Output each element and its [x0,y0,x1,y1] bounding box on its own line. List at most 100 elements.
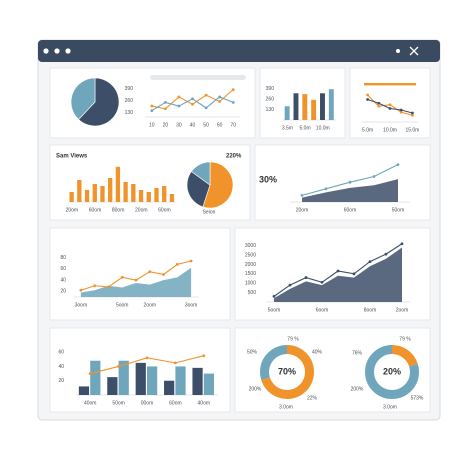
x-tick-label: 20 [163,122,169,128]
window-dot [54,48,60,54]
marker [88,372,92,375]
y-tick-label: 80 [60,255,66,261]
marker [396,163,400,167]
y-tick-label: 390 [125,86,134,92]
marker [231,101,235,104]
bar [203,373,215,395]
bar [154,188,159,202]
marker [163,107,167,111]
marker [320,280,324,284]
chart-title: Sam Views [56,154,88,160]
marker [388,107,392,110]
annotation: 76% [352,350,363,356]
x-tick-label: 2oom [144,302,157,308]
marker [272,294,276,298]
y-tick-label: 60 [58,349,64,355]
bar [192,367,203,395]
y-tick-label: 40 [58,364,64,370]
annotation: Seion [203,209,216,215]
bar [293,93,299,120]
annotation: 200% [351,386,364,392]
marker [202,354,206,358]
annotation: 200% [249,386,262,392]
x-tick-label: 60om [158,207,171,213]
bar [175,366,186,395]
y-tick-label: 60 [60,266,66,272]
x-tick-label: 80om [112,207,125,213]
marker [231,88,235,92]
marker [288,283,292,287]
x-tick-label: 60om [169,400,182,406]
x-tick-label: 50om [392,207,405,213]
x-tick-label: 40om [84,400,97,406]
x-tick-label: 60om [89,207,102,213]
x-tick-label: 40 [190,122,196,128]
marker [93,284,97,288]
marker [107,285,110,289]
x-tick-label: 10 [149,122,155,128]
marker [336,269,340,273]
y-tick-label: 260 [266,96,275,102]
x-tick-label: 3.5m [282,125,293,131]
bar [302,94,308,120]
marker [189,259,193,263]
marker [377,104,381,108]
annotation: 50% [247,349,258,355]
y-tick-label: 40 [60,277,66,283]
annotation: 22% [307,395,318,401]
marker [352,272,356,276]
marker [218,100,222,103]
window-button[interactable] [396,49,400,53]
title-bar [38,40,440,62]
x-tick-label: 50om [112,400,125,406]
marker [162,273,165,276]
marker [388,103,392,107]
x-tick-label: 3oom [185,302,198,308]
x-tick-label: 5.0m [300,125,311,131]
marker [174,361,177,365]
marker [150,109,154,113]
bar [169,194,175,202]
close-button[interactable] [409,46,419,56]
center-label: 20% [383,366,401,376]
marker [134,278,138,282]
y-tick-label: 130 [266,107,275,113]
marker [117,365,120,368]
bar [320,93,325,120]
x-tick-label: 6oom [316,307,329,313]
y-tick-label: 1500 [245,271,256,277]
y-tick-label: 20 [58,378,64,384]
marker [204,93,208,97]
donut-segment [365,345,419,399]
annotation: 30% [259,174,277,184]
x-tick-label: 70 [230,122,236,128]
chart-title: 220% [226,154,242,160]
bar [107,377,118,395]
bar [69,192,74,202]
y-tick-label: 1000 [245,281,256,287]
marker [177,95,181,99]
x-tick-label: 5.0m [362,127,373,133]
marker [175,262,179,266]
y-tick-label: 500 [248,290,257,296]
annotation: 40% [312,349,323,355]
bar [131,184,136,202]
bar [84,190,90,202]
annotation: 79 % [399,336,411,342]
x-tick-label: 2oom [396,307,409,313]
marker [148,270,152,274]
bar [92,184,97,202]
pie-slice [190,161,211,186]
donut-segment [260,345,314,399]
center-label: 70% [278,366,296,376]
bar [146,192,151,202]
marker [304,276,308,279]
marker [204,106,208,110]
y-tick-label: 260 [125,98,134,104]
marker [218,95,222,99]
bar [108,178,113,202]
y-tick-label: 390 [266,86,275,92]
x-tick-label: 60om [344,207,357,213]
